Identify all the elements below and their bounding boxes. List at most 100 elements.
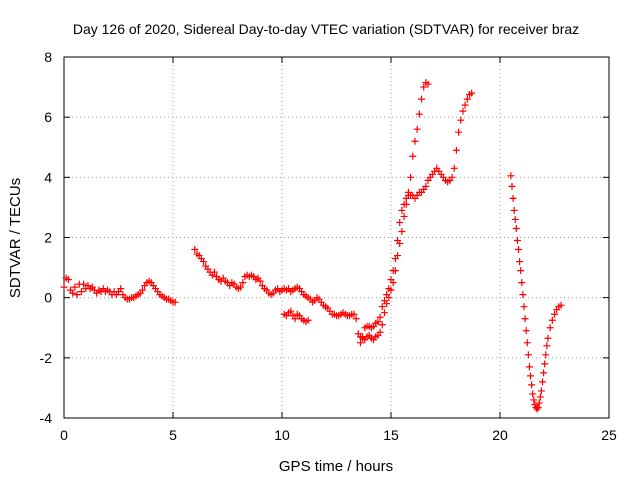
series-segment-5 (507, 172, 565, 413)
data-point (551, 310, 558, 318)
y-tick-label: 0 (44, 290, 52, 306)
data-point (537, 387, 545, 395)
data-point (200, 258, 208, 266)
data-point (548, 316, 556, 324)
data-point (80, 280, 88, 288)
data-point (352, 315, 360, 323)
x-tick-label: 20 (492, 427, 508, 443)
y-tick-label: -2 (40, 350, 53, 366)
data-point (513, 237, 521, 245)
data-point (422, 182, 430, 190)
data-point (374, 318, 382, 326)
grid (64, 57, 609, 418)
data-point (411, 137, 419, 145)
data-point (534, 403, 542, 411)
data-point (378, 303, 386, 311)
data-point (455, 128, 463, 136)
data-point (60, 283, 68, 291)
data-point (459, 107, 467, 115)
data-point (385, 294, 393, 302)
data-point (507, 172, 515, 180)
data-point (531, 400, 539, 408)
y-tick-label: 4 (44, 169, 52, 185)
data-point (210, 268, 218, 276)
data-point (542, 351, 550, 359)
data-point (138, 286, 146, 294)
data-point (457, 116, 465, 124)
x-tick-label: 10 (274, 427, 290, 443)
data-point (376, 328, 384, 336)
data-point (509, 194, 517, 202)
x-tick-label: 5 (169, 427, 177, 443)
data-point (418, 95, 426, 103)
data-point (541, 360, 549, 368)
data-point (394, 252, 402, 260)
data-point (461, 101, 469, 109)
data-point (350, 310, 358, 318)
y-tick-label: 2 (44, 230, 52, 246)
data-point (533, 405, 541, 413)
data-point (528, 381, 536, 389)
data-point (409, 152, 417, 160)
chart-title: Day 126 of 2020, Sidereal Day-to-day VTE… (73, 21, 579, 37)
data-point (389, 279, 397, 287)
series-segment-4 (356, 79, 432, 344)
data-point (539, 378, 547, 386)
data-point (508, 182, 516, 190)
data-point (415, 110, 423, 118)
series-segment-1 (60, 274, 179, 306)
data-point (530, 396, 538, 404)
data-point (117, 285, 125, 293)
data-point (536, 393, 544, 401)
data-point (391, 267, 399, 275)
data-point (546, 324, 554, 332)
data-point (380, 309, 388, 317)
data-point (69, 289, 77, 297)
data-point (402, 200, 410, 208)
data-point (527, 372, 535, 380)
data-point (515, 246, 523, 254)
data-point (387, 286, 395, 294)
data-point (463, 95, 471, 103)
data-point (400, 212, 408, 220)
series-segment-2 (191, 89, 476, 347)
data-point (171, 298, 179, 306)
data-point (557, 301, 565, 309)
data-point (73, 291, 81, 299)
data-point (544, 334, 552, 342)
data-point (517, 267, 525, 275)
data-point (383, 300, 391, 308)
y-tick-label: 6 (44, 109, 52, 125)
data-point (518, 279, 526, 287)
data-point (522, 327, 530, 335)
series-segment-3 (280, 307, 312, 326)
data-point (535, 399, 543, 407)
data-point (452, 146, 460, 154)
data-point (540, 369, 548, 377)
data-point (519, 291, 527, 299)
data-point (524, 351, 532, 359)
data-point (424, 80, 432, 88)
data-point (304, 316, 312, 324)
data-point (448, 173, 456, 181)
data-point (378, 321, 386, 329)
axis-ticks: 0 5 10 15 20 25 -4 -2 0 2 4 6 8 (40, 49, 617, 443)
x-tick-label: 0 (60, 427, 68, 443)
data-point (77, 288, 85, 296)
data-point (291, 315, 299, 323)
y-tick-label: 8 (44, 49, 52, 65)
y-axis-label: SDTVAR / TECUs (7, 178, 24, 298)
data-point (529, 390, 537, 398)
data-point (237, 283, 245, 291)
data-point (543, 342, 551, 350)
data-point (510, 206, 518, 214)
data-point (511, 215, 519, 223)
data-point (420, 83, 428, 91)
data-points (60, 79, 565, 413)
data-point (398, 227, 406, 235)
data-point (516, 258, 524, 266)
data-point (256, 277, 264, 285)
y-tick-label: -4 (40, 410, 53, 426)
data-point (376, 313, 384, 321)
